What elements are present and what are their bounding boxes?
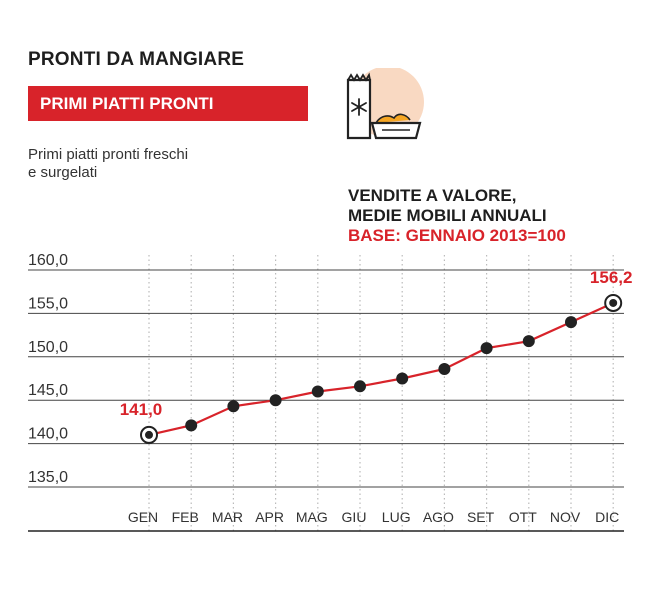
x-tick-label: GIU bbox=[342, 509, 367, 525]
page-title: PRONTI DA MANGIARE bbox=[28, 49, 245, 70]
data-annotations: 141,0 156,2 bbox=[120, 268, 633, 419]
data-label: 141,0 bbox=[120, 400, 163, 419]
x-tick-label: GEN bbox=[128, 509, 158, 525]
y-tick-label: 145,0 bbox=[28, 382, 68, 399]
series-line bbox=[148, 301, 614, 436]
y-tick-label: 140,0 bbox=[28, 426, 68, 443]
chart-heading-line-1: VENDITE A VALORE, bbox=[348, 186, 517, 205]
data-point bbox=[438, 362, 451, 375]
data-points bbox=[140, 293, 623, 444]
x-tick-label: SET bbox=[467, 509, 495, 525]
data-point bbox=[185, 419, 198, 432]
section-banner: PRIMI PIATTI PRONTI bbox=[28, 86, 308, 121]
data-point-highlighted bbox=[140, 425, 158, 444]
chart-heading-line-2: MEDIE MOBILI ANNUALI bbox=[348, 206, 547, 225]
y-axis-tick-labels: 160,0 155,0 150,0 145,0 140,0 135,0 bbox=[28, 252, 68, 486]
x-tick-label: LUG bbox=[382, 509, 411, 525]
chart-description: Primi piatti pronti freschi e surgelati bbox=[28, 146, 258, 182]
y-tick-label: 160,0 bbox=[28, 252, 68, 269]
x-tick-label: OTT bbox=[509, 509, 537, 525]
x-tick-label: APR bbox=[255, 509, 284, 525]
x-tick-label: FEB bbox=[172, 509, 199, 525]
x-tick-label: MAG bbox=[296, 509, 328, 525]
section-label: PRIMI PIATTI PRONTI bbox=[40, 94, 214, 113]
data-point bbox=[396, 372, 409, 385]
data-point-highlighted bbox=[604, 293, 623, 312]
data-point bbox=[354, 380, 366, 393]
y-tick-label: 150,0 bbox=[28, 339, 68, 356]
horizontal-gridlines bbox=[28, 269, 624, 488]
x-tick-label: AGO bbox=[423, 509, 454, 525]
data-point bbox=[269, 394, 282, 407]
data-point bbox=[311, 385, 324, 398]
y-tick-label: 155,0 bbox=[28, 295, 68, 312]
data-point bbox=[227, 400, 240, 413]
chart-heading: VENDITE A VALORE, MEDIE MOBILI ANNUALI B… bbox=[348, 186, 566, 246]
x-tick-label: NOV bbox=[550, 509, 581, 525]
x-tick-label: MAR bbox=[212, 509, 243, 525]
data-label: 156,2 bbox=[590, 268, 633, 287]
vertical-gridlines bbox=[148, 255, 614, 531]
data-point bbox=[565, 316, 577, 329]
data-point bbox=[480, 342, 493, 355]
x-axis-tick-labels: GEN FEB MAR APR MAG GIU LUG AGO SET OTT NOV DIC bbox=[128, 509, 619, 525]
description-line-2: e surgelati bbox=[28, 164, 98, 181]
x-tick-label: DIC bbox=[595, 509, 619, 525]
frozen-food-bag-icon bbox=[340, 66, 430, 148]
description-line-1: Primi piatti pronti freschi bbox=[28, 146, 189, 163]
y-tick-label: 135,0 bbox=[28, 469, 68, 486]
series-polyline bbox=[148, 301, 614, 436]
data-point bbox=[522, 335, 535, 348]
chart-heading-base: BASE: GENNAIO 2013=100 bbox=[348, 226, 566, 245]
